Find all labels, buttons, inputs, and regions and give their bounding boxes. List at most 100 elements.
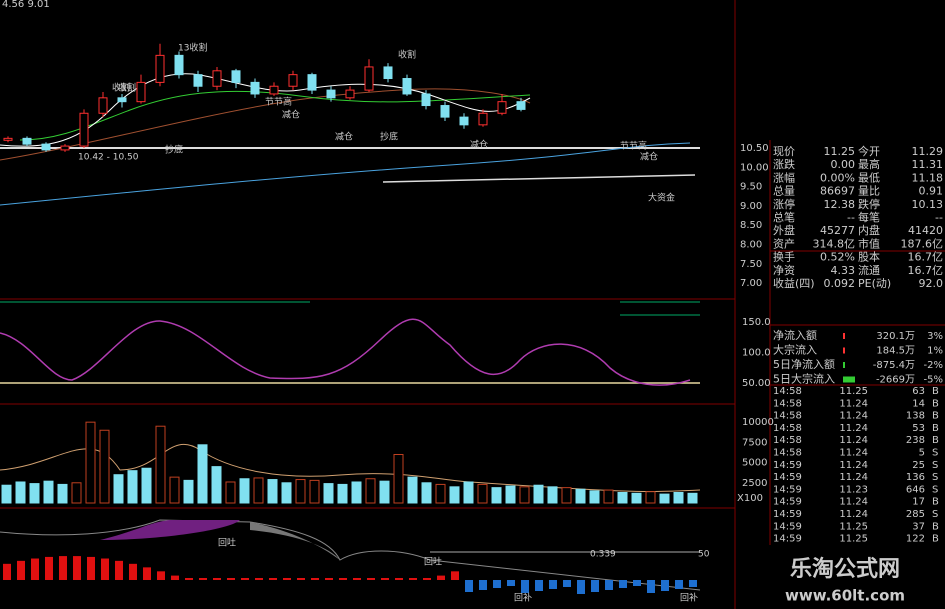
trade-price: 11.24 <box>839 472 868 483</box>
quote-label: 外盘 <box>773 223 795 237</box>
chart-annotation: 13收割 <box>178 42 207 54</box>
signal-bar <box>535 580 543 591</box>
trend-line <box>0 519 701 591</box>
candle-body <box>459 116 469 126</box>
candle-body <box>155 54 165 83</box>
signal-bar <box>605 580 613 590</box>
signal-bar <box>549 580 557 589</box>
signal-bar <box>479 580 487 590</box>
quote-label: 收益(四) <box>773 276 815 290</box>
trade-side: S <box>932 448 938 459</box>
trade-time: 14:58 <box>773 448 802 459</box>
trade-volume: 37 <box>912 521 925 532</box>
trade-time: 14:59 <box>773 484 802 495</box>
quote-label: 现价 <box>773 145 795 158</box>
signal-bar <box>577 580 585 594</box>
quote-value: 0.91 <box>919 185 944 198</box>
y-tick-label: 9.00 <box>740 201 762 212</box>
quote-value: 45277 <box>820 224 855 237</box>
flow-value: -875.4万 <box>873 360 915 371</box>
signal-bar <box>395 578 403 580</box>
y-tick-label: 100.0 <box>742 348 771 359</box>
trade-time: 14:58 <box>773 435 802 446</box>
volume-bar <box>435 483 446 504</box>
volume-bar <box>575 488 586 504</box>
signal-bar <box>437 575 445 580</box>
y-tick-label: 150.0 <box>742 317 771 328</box>
signal-bar <box>59 556 67 580</box>
chart-annotation: 10.42 - 10.50 <box>78 153 139 163</box>
trade-time: 14:58 <box>773 411 802 422</box>
candle-body <box>402 78 412 95</box>
flow-pct: 3% <box>927 331 943 342</box>
candle-body <box>269 85 279 95</box>
signal-bar <box>199 578 207 580</box>
quote-value: -- <box>935 211 943 224</box>
trade-price: 11.23 <box>839 484 868 495</box>
trade-side: B <box>932 423 939 434</box>
quote-value: 0.092 <box>824 277 856 290</box>
volume-bar <box>645 491 656 504</box>
candle-body <box>383 66 393 80</box>
volume-bar <box>71 482 82 504</box>
candle-body <box>231 70 241 83</box>
volume-bar <box>463 481 474 504</box>
signal-bar <box>647 580 655 593</box>
quote-label: 股本 <box>858 250 880 264</box>
signal-bar <box>45 556 53 580</box>
watermark-bg <box>745 545 945 609</box>
trend-fill <box>100 520 240 540</box>
quote-value: 0.00 <box>831 158 856 171</box>
candle-body <box>288 74 298 87</box>
trade-price: 11.24 <box>839 497 868 508</box>
volume-bar <box>1 484 12 504</box>
volume-bar <box>85 421 96 504</box>
quote-label: 总量 <box>773 184 795 198</box>
quote-label: 涨幅 <box>773 171 795 184</box>
signal-bar <box>143 567 151 580</box>
volume-bar <box>155 425 166 504</box>
signal-bar <box>31 558 39 580</box>
flow-pct: -2% <box>924 360 943 371</box>
volume-bar <box>687 492 698 504</box>
signal-bar <box>367 578 375 580</box>
trade-volume: 25 <box>912 460 925 471</box>
trade-price: 11.24 <box>839 398 868 409</box>
signal-bar <box>633 580 641 586</box>
candle-body <box>497 101 507 114</box>
volume-bar <box>505 485 516 504</box>
quote-label: PE(动) <box>858 277 891 290</box>
signal-bar <box>521 580 529 593</box>
quote-label: 最高 <box>858 157 880 171</box>
candle-body <box>307 74 317 91</box>
trade-side: S <box>932 472 938 483</box>
candle-body <box>174 54 184 76</box>
quote-label: 涨停 <box>773 197 795 211</box>
signal-bar <box>269 578 277 580</box>
candle-body <box>79 112 89 147</box>
volume-bar <box>379 480 390 504</box>
chart-annotation: 抄底 <box>380 131 398 143</box>
quote-label: 净资 <box>773 263 795 277</box>
quote-value: 10.13 <box>912 198 944 211</box>
y-tick-label: 8.00 <box>740 240 762 251</box>
quote-value: 0.52% <box>820 251 855 264</box>
volume-bar <box>211 466 222 504</box>
y-tick-label: 50.00 <box>742 378 771 389</box>
flow-label: 净流入额 <box>773 328 817 342</box>
volume-bar <box>15 481 26 504</box>
flow-label: 大宗流入 <box>773 343 817 357</box>
quote-label: 资产 <box>773 236 795 250</box>
candle-body <box>478 112 488 126</box>
volume-ma <box>0 443 701 492</box>
quote-value: 86697 <box>820 185 855 198</box>
signal-bar <box>311 578 319 580</box>
trade-volume: 63 <box>912 386 925 397</box>
trade-volume: 138 <box>906 411 925 422</box>
signal-bar <box>87 556 95 580</box>
trade-price: 11.25 <box>839 386 868 397</box>
candle-body <box>136 81 146 103</box>
quote-value: 11.31 <box>912 158 944 171</box>
signal-bar <box>17 560 25 580</box>
signal-bar <box>661 580 669 591</box>
